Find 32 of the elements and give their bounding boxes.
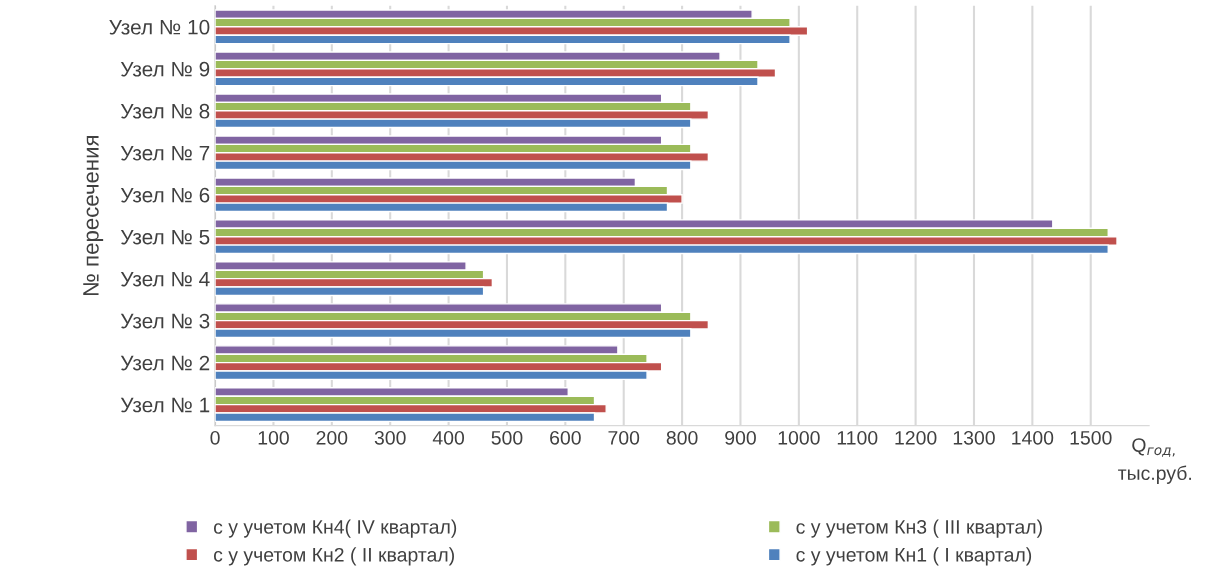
x-tick-label: 800 <box>666 430 698 445</box>
x-tick-label: 600 <box>550 430 581 445</box>
x-tick-label: 1200 <box>895 430 937 445</box>
y-tick-label: Узел № 8 <box>120 103 210 119</box>
y-tick-label: Узел № 6 <box>120 187 210 203</box>
y-axis-title: № пересечения <box>83 136 104 295</box>
y-tick-label: Узел № 3 <box>120 313 210 329</box>
y-tick-label: Узел № 5 <box>120 229 210 245</box>
x-tick-label: 0 <box>210 430 220 445</box>
legend-label: с у учетом Кн2 ( II квартал) <box>213 547 454 566</box>
x-tick-label: 700 <box>608 430 640 445</box>
x-tick-label: 1100 <box>837 430 878 445</box>
x-axis-title: Q$_{год,}$ тыс.руб. <box>1118 438 1192 484</box>
legend-label: с у учетом Кн4( IV квартал) <box>213 519 457 538</box>
x-tick-label: 900 <box>725 430 756 445</box>
x-tick-label: 1400 <box>1012 430 1054 445</box>
x-tick-label: 200 <box>316 430 348 445</box>
y-tick-label: Узел № 9 <box>120 61 210 77</box>
legend-label: с у учетом Кн3 ( III квартал) <box>796 519 1042 538</box>
legend-label: с у учетом Кн1 ( I квартал) <box>796 547 1032 566</box>
y-tick-label: Узел № 1 <box>120 397 210 413</box>
x-tick-label: 400 <box>432 430 465 445</box>
x-tick-label: 1300 <box>953 430 995 445</box>
y-tick-label: Узел № 10 <box>109 19 210 35</box>
x-tick-label: 1000 <box>778 430 820 445</box>
x-tick-label: 500 <box>491 430 523 445</box>
y-tick-label: Узел № 7 <box>120 145 210 161</box>
x-tick-label: 100 <box>258 430 289 445</box>
x-tick-label: 300 <box>374 430 406 445</box>
x-tick-label: 1500 <box>1070 430 1112 445</box>
y-tick-label: Узел № 4 <box>120 271 210 287</box>
y-tick-label: Узел № 2 <box>120 355 210 371</box>
